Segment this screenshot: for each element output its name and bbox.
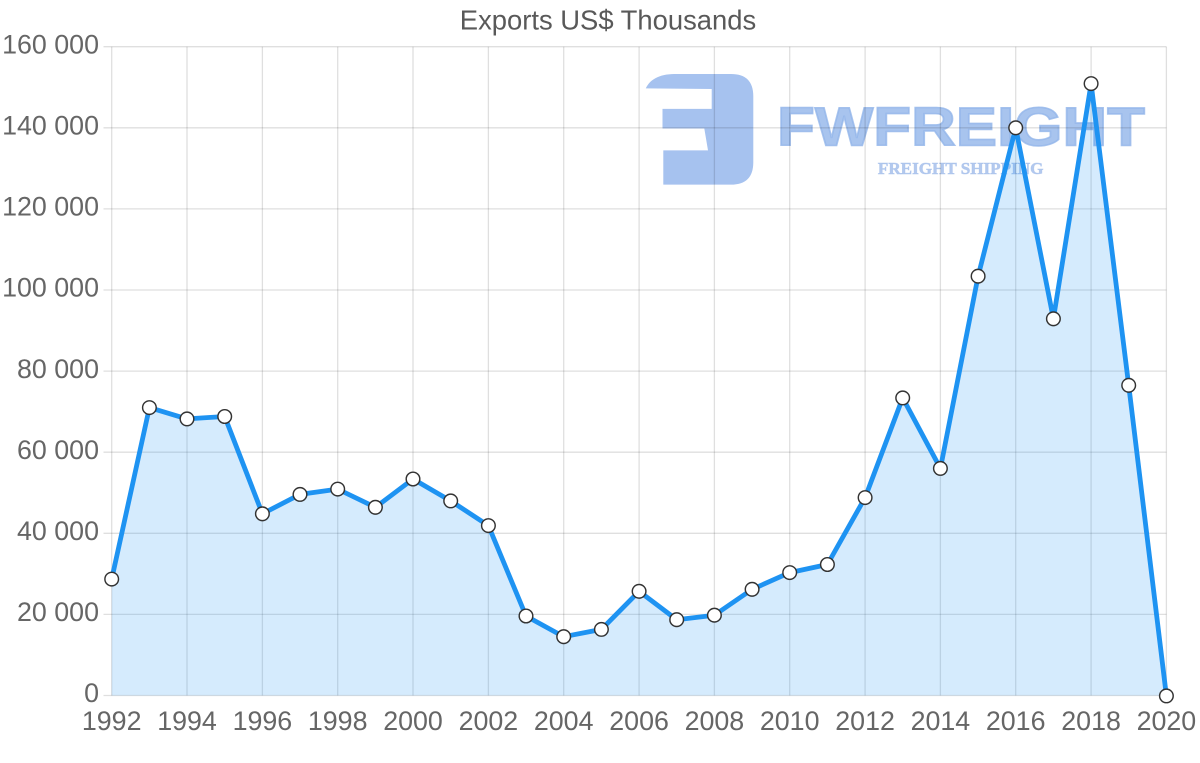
svg-text:2010: 2010 bbox=[760, 706, 820, 736]
svg-text:1992: 1992 bbox=[82, 706, 142, 736]
svg-text:2016: 2016 bbox=[986, 706, 1046, 736]
svg-text:140 000: 140 000 bbox=[2, 111, 99, 141]
svg-text:2018: 2018 bbox=[1061, 706, 1121, 736]
svg-text:2002: 2002 bbox=[459, 706, 519, 736]
svg-text:2000: 2000 bbox=[383, 706, 443, 736]
svg-text:2020: 2020 bbox=[1137, 706, 1197, 736]
svg-text:1996: 1996 bbox=[233, 706, 293, 736]
svg-text:2004: 2004 bbox=[534, 706, 594, 736]
svg-text:40 000: 40 000 bbox=[17, 516, 99, 546]
svg-text:0: 0 bbox=[84, 678, 99, 708]
svg-text:80 000: 80 000 bbox=[17, 354, 99, 384]
svg-text:60 000: 60 000 bbox=[17, 435, 99, 465]
svg-text:1998: 1998 bbox=[308, 706, 368, 736]
svg-text:2012: 2012 bbox=[835, 706, 895, 736]
svg-text:2006: 2006 bbox=[609, 706, 669, 736]
svg-text:2008: 2008 bbox=[685, 706, 745, 736]
svg-text:100 000: 100 000 bbox=[2, 273, 99, 303]
svg-text:160 000: 160 000 bbox=[2, 29, 99, 59]
svg-text:120 000: 120 000 bbox=[2, 192, 99, 222]
svg-text:20 000: 20 000 bbox=[17, 597, 99, 627]
svg-text:1994: 1994 bbox=[157, 706, 217, 736]
svg-text:2014: 2014 bbox=[911, 706, 971, 736]
svg-text:Exports US$ Thousands: Exports US$ Thousands bbox=[460, 4, 756, 35]
